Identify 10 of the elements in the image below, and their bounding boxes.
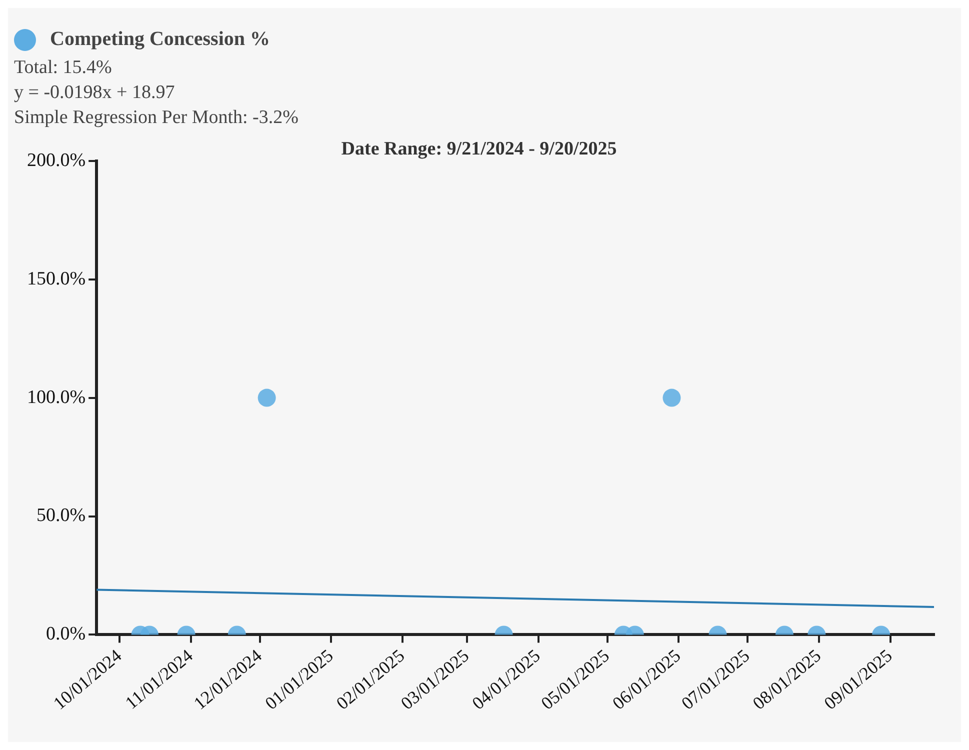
y-tick-label: 50.0% [36, 505, 86, 526]
text: y = -0.0198x + 18.97 [14, 81, 176, 105]
text: Total: 15.4% [14, 56, 113, 80]
y-tick-label: 200.0% [27, 150, 86, 171]
y-tick-label: 0.0% [46, 624, 86, 645]
chart-title: Date Range: 9/21/2024 - 9/20/2025 [341, 138, 617, 160]
y-tick-label: 100.0% [27, 386, 86, 408]
y-tick-label: 150.0% [27, 268, 86, 290]
text: Simple Regression Per Month: -3.2% [14, 106, 300, 130]
legend-label: Competing Concession % [50, 28, 270, 51]
